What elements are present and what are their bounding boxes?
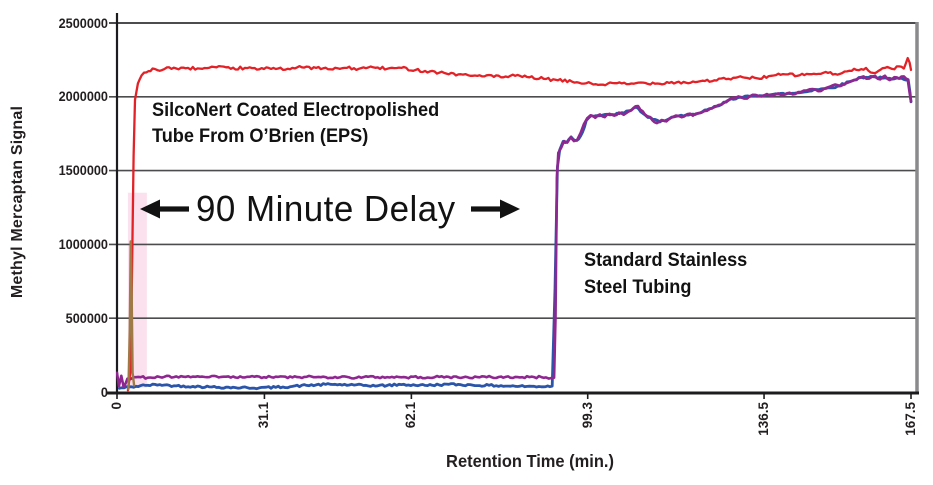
series-path-stainless [116,74,913,389]
x-tick-label: 0 [109,402,124,410]
series-path-silconert [126,56,913,392]
x-tick-label: 136.5 [756,402,772,436]
y-axis-title: Methyl Mercaptan Signal [9,105,26,299]
y-tick-label: 2500000 [58,15,108,31]
y-tick-label: 1000000 [58,236,108,252]
y-tick-label: 2000000 [58,89,108,105]
arrow-right-icon [470,195,521,223]
x-tick-label: 31.1 [256,402,272,429]
stainless-series-label-line1: Standard Stainless [584,249,748,271]
stainless-series-label-line2: Steel Tubing [584,276,692,298]
x-axis-title: Retention Time (min.) [446,451,614,471]
silconert-series-label-line1: SilcoNert Coated Electropolished [152,99,440,121]
silconert-series-label-line2: Tube From O’Brien (EPS) [152,125,369,147]
y-tick-label: 500000 [65,310,108,326]
x-tick-label: 62.1 [403,402,419,429]
silconert-series-label: SilcoNert Coated Electropolished Tube Fr… [152,97,439,149]
x-tick-label: 167.5 [903,402,918,436]
y-tick-label: 1500000 [58,163,108,179]
delay-annotation: 90 Minute Delay [139,188,521,230]
stainless-series-label: Standard Stainless Steel Tubing [584,247,747,301]
series-path-injection-spike [127,240,136,391]
arrow-left-icon [139,195,189,223]
delay-annotation-text: 90 Minute Delay [196,188,456,229]
x-tick-label: 99.3 [579,402,595,429]
y-tick-label: 0 [100,384,108,400]
